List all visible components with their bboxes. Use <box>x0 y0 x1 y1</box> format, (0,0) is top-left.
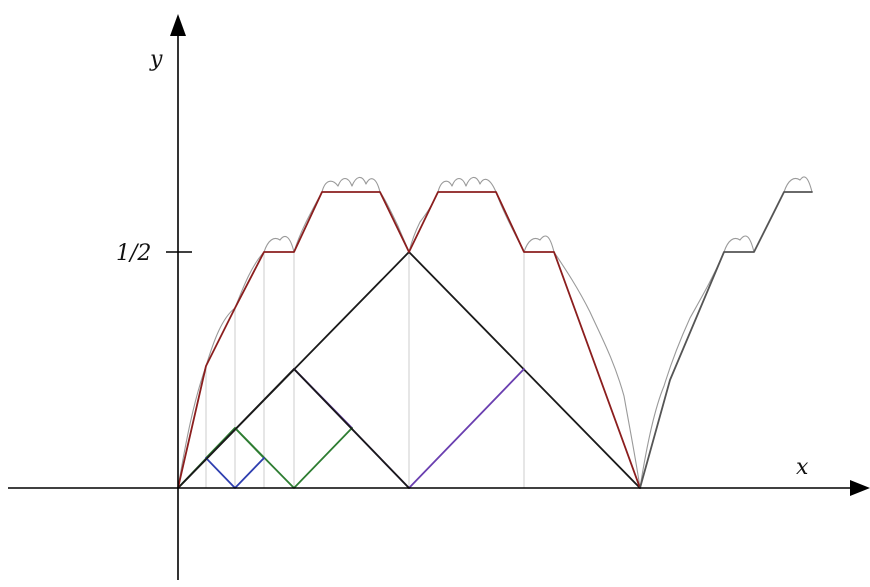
x-axis-label: x <box>796 455 809 480</box>
vertical-guide-lines <box>205 250 525 488</box>
y-axis-arrow-icon <box>170 14 186 36</box>
envelope-right <box>639 191 813 489</box>
tent-level-1-inner <box>177 368 410 489</box>
y-axis-label: y <box>149 47 163 72</box>
tent-level-3 <box>177 427 353 489</box>
y-tick-label: 1/2 <box>116 241 151 266</box>
x-axis-arrow-icon <box>850 480 870 496</box>
tent-level-3-inner <box>205 427 265 459</box>
envelope-left <box>177 191 641 489</box>
fractal-curve-right <box>639 176 813 489</box>
